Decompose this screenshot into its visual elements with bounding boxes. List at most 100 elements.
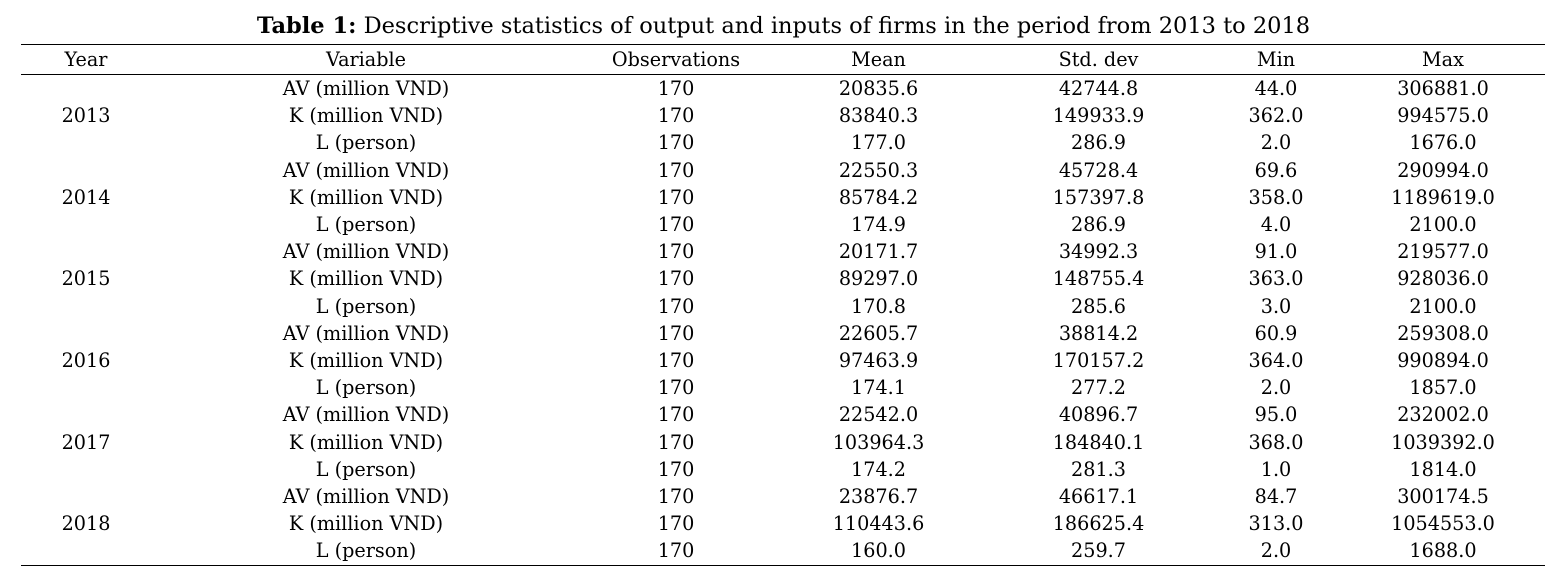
cell-mean: 20171.7 bbox=[838, 240, 919, 264]
table-caption: Table 1: Descriptive statistics of outpu… bbox=[0, 10, 1567, 42]
cell-observations: 170 bbox=[657, 512, 695, 536]
cell-variable: L (person) bbox=[315, 457, 417, 481]
cell-max: 2100.0 bbox=[1409, 294, 1477, 318]
cell-observations: 170 bbox=[657, 131, 695, 155]
table-row: L (person) 170 170.8 285.6 3.0 2100.0 bbox=[21, 293, 1545, 320]
table-row: 2017 AV (million VND) 170 22542.0 40896.7 95.… bbox=[21, 401, 1545, 453]
cell-observations: 170 bbox=[657, 321, 695, 345]
header-max: Max bbox=[1341, 44, 1545, 75]
cell-year: 2016 bbox=[61, 349, 111, 373]
cell-max: 259308.0 bbox=[1397, 321, 1489, 345]
cell-mean: 22605.7 bbox=[838, 321, 919, 345]
cell-std-dev: 148755.4 bbox=[1052, 267, 1145, 291]
cell-variable: AV (million VND) bbox=[282, 321, 450, 345]
table-row: 2013 AV (million VND) 170 20835.6 42744.8 44.… bbox=[21, 75, 1545, 127]
cell-min: 2.0 bbox=[1260, 539, 1292, 563]
cell-mean: 174.9 bbox=[851, 213, 906, 237]
cell-std-dev: 42744.8 bbox=[1058, 77, 1139, 100]
header-mean: Mean bbox=[771, 44, 986, 75]
cell-std-dev: 170157.2 bbox=[1052, 349, 1145, 373]
cell-variable: AV (million VND) bbox=[282, 403, 450, 427]
cell-variable: K (million VND) bbox=[288, 104, 444, 128]
cell-observations: 170 bbox=[657, 376, 695, 400]
caption-label: Table 1: bbox=[256, 13, 357, 39]
cell-year: 2017 bbox=[61, 430, 111, 454]
table-row: 2015 AV (million VND) 170 20171.7 34992.3 91.… bbox=[21, 238, 1545, 290]
header-year: Year bbox=[21, 44, 151, 75]
cell-variable: L (person) bbox=[315, 376, 417, 400]
header-variable: Variable bbox=[151, 44, 581, 75]
table-row: 2016 AV (million VND) 170 22605.7 38814.2 60.… bbox=[21, 320, 1545, 372]
table-row: K (million VND) 170 83840.3 149933.9 362.0 99… bbox=[21, 102, 1545, 129]
cell-mean: 83840.3 bbox=[838, 104, 919, 128]
cell-std-dev: 184840.1 bbox=[1052, 430, 1145, 454]
cell-std-dev: 281.3 bbox=[1071, 457, 1126, 481]
table-row: K (million VND) 170 103964.3 184840.1 368.0 1… bbox=[21, 429, 1545, 456]
cell-max: 1039392.0 bbox=[1391, 430, 1495, 454]
cell-mean: 160.0 bbox=[851, 539, 906, 563]
cell-max: 990894.0 bbox=[1397, 349, 1489, 373]
cell-mean: 170.8 bbox=[851, 294, 906, 318]
cell-min: 358.0 bbox=[1248, 185, 1304, 209]
table-row: L (person) 170 160.0 259.7 2.0 1688.0 bbox=[21, 537, 1545, 565]
cell-observations: 170 bbox=[657, 403, 695, 427]
cell-year: 2018 bbox=[61, 512, 111, 536]
cell-mean: 174.2 bbox=[851, 457, 906, 481]
table-row: L (person) 170 174.1 277.2 2.0 1857.0 bbox=[21, 374, 1545, 401]
cell-max: 994575.0 bbox=[1397, 104, 1489, 128]
cell-variable: K (million VND) bbox=[288, 267, 444, 291]
table-row: K (million VND) 170 110443.6 186625.4 313.0 1… bbox=[21, 510, 1545, 537]
cell-year: 2013 bbox=[61, 104, 111, 128]
cell-max: 300174.5 bbox=[1397, 485, 1489, 509]
cell-variable: L (person) bbox=[315, 213, 417, 237]
cell-min: 368.0 bbox=[1248, 430, 1304, 454]
cell-mean: 110443.6 bbox=[832, 512, 925, 536]
cell-min: 2.0 bbox=[1260, 376, 1292, 400]
cell-year: 2015 bbox=[61, 267, 111, 291]
cell-variable: K (million VND) bbox=[288, 185, 444, 209]
table-row: K (million VND) 170 85784.2 157397.8 358.0 11… bbox=[21, 184, 1545, 211]
cell-variable: AV (million VND) bbox=[282, 485, 450, 509]
cell-observations: 170 bbox=[657, 457, 695, 481]
cell-observations: 170 bbox=[657, 158, 695, 182]
cell-min: 84.7 bbox=[1254, 485, 1298, 509]
cell-min: 363.0 bbox=[1248, 267, 1304, 291]
cell-max: 1189619.0 bbox=[1391, 185, 1495, 209]
cell-variable: L (person) bbox=[315, 131, 417, 155]
cell-std-dev: 186625.4 bbox=[1052, 512, 1145, 536]
cell-mean: 22550.3 bbox=[838, 158, 919, 182]
cell-std-dev: 149933.9 bbox=[1052, 104, 1145, 128]
cell-variable: K (million VND) bbox=[288, 349, 444, 373]
cell-observations: 170 bbox=[657, 104, 695, 128]
table-row: K (million VND) 170 89297.0 148755.4 363.0 92… bbox=[21, 265, 1545, 292]
cell-max: 1857.0 bbox=[1409, 376, 1477, 400]
cell-std-dev: 40896.7 bbox=[1058, 403, 1139, 427]
cell-std-dev: 286.9 bbox=[1071, 131, 1126, 155]
header-observations: Observations bbox=[581, 44, 771, 75]
cell-std-dev: 285.6 bbox=[1071, 294, 1126, 318]
cell-min: 69.6 bbox=[1254, 158, 1298, 182]
cell-min: 313.0 bbox=[1248, 512, 1304, 536]
cell-variable: AV (million VND) bbox=[282, 158, 450, 182]
cell-variable: K (million VND) bbox=[288, 430, 444, 454]
cell-observations: 170 bbox=[657, 77, 695, 100]
cell-mean: 85784.2 bbox=[838, 185, 919, 209]
cell-std-dev: 286.9 bbox=[1071, 213, 1126, 237]
cell-min: 364.0 bbox=[1248, 349, 1304, 373]
caption-text: Descriptive statistics of output and inp… bbox=[363, 13, 1311, 39]
cell-observations: 170 bbox=[657, 294, 695, 318]
table-row: 2018 AV (million VND) 170 23876.7 46617.1 84.… bbox=[21, 483, 1545, 535]
cell-mean: 20835.6 bbox=[838, 77, 919, 100]
cell-min: 91.0 bbox=[1254, 240, 1298, 264]
cell-mean: 97463.9 bbox=[838, 349, 919, 373]
cell-max: 306881.0 bbox=[1397, 77, 1489, 100]
cell-max: 928036.0 bbox=[1397, 267, 1489, 291]
cell-variable: L (person) bbox=[315, 294, 417, 318]
cell-min: 3.0 bbox=[1260, 294, 1292, 318]
table-header: Year Variable Observations Mean Std. dev… bbox=[21, 44, 1545, 75]
cell-observations: 170 bbox=[657, 430, 695, 454]
cell-std-dev: 38814.2 bbox=[1058, 321, 1139, 345]
cell-min: 44.0 bbox=[1254, 77, 1298, 100]
cell-min: 4.0 bbox=[1260, 213, 1292, 237]
